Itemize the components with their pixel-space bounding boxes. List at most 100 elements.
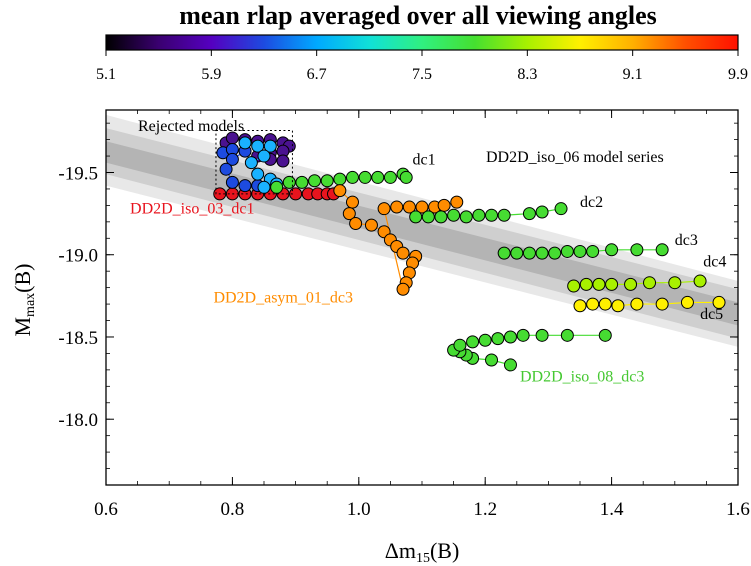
data-point <box>472 208 486 222</box>
data-point <box>450 195 464 209</box>
annotation-dc5: dc5 <box>700 306 723 323</box>
series-dc3 <box>497 243 669 260</box>
data-point <box>598 297 612 311</box>
colorbar-tick-label: 6.7 <box>307 66 327 83</box>
band-inner-band <box>106 141 738 326</box>
data-point <box>516 328 530 342</box>
data-point <box>434 210 448 224</box>
data-point <box>251 139 265 153</box>
data-point <box>510 246 524 260</box>
data-point <box>345 170 359 184</box>
data-point <box>257 149 271 163</box>
series-dc1 <box>270 167 413 194</box>
annotation-dc3: dc3 <box>675 232 698 249</box>
data-point <box>345 195 359 209</box>
data-point <box>415 200 429 214</box>
x-tick-label: 0.6 <box>94 499 118 520</box>
data-point <box>244 156 258 170</box>
series-label: DD2D_iso_06 model series <box>486 149 664 166</box>
x-tick-label: 1.2 <box>473 499 497 520</box>
data-point <box>605 243 619 257</box>
rejected-models-label: Rejected models <box>138 118 244 135</box>
y-tick-label: -18.0 <box>58 410 98 431</box>
data-point <box>598 328 612 342</box>
data-point <box>396 246 410 260</box>
data-point <box>459 210 473 224</box>
data-point <box>447 208 461 222</box>
data-point <box>693 274 707 288</box>
data-point <box>349 216 363 230</box>
y-axis-ticks: -19.5 -19.0 -18.5 -18.0 <box>58 122 738 486</box>
data-point <box>421 210 435 224</box>
colorbar-tick-label: 9.1 <box>623 66 643 83</box>
data-point <box>522 207 536 221</box>
data-point <box>377 202 391 216</box>
data-point <box>630 297 644 311</box>
data-point <box>535 205 549 219</box>
data-point <box>655 243 669 257</box>
data-point <box>238 136 252 150</box>
data-point <box>251 167 265 181</box>
data-point <box>680 295 694 309</box>
data-point <box>567 279 581 293</box>
data-point <box>560 244 574 258</box>
data-point <box>611 299 625 313</box>
data-series <box>213 131 726 372</box>
series-dc2 <box>409 202 568 224</box>
data-point <box>491 332 505 346</box>
data-point <box>573 299 587 313</box>
data-point <box>592 277 606 291</box>
data-point <box>548 246 562 260</box>
data-point <box>497 246 511 260</box>
data-point <box>295 175 309 189</box>
x-axis-ticks: 0.6 0.8 1.0 1.2 1.4 1.6 <box>94 110 750 520</box>
annotation-dc2: dc2 <box>580 194 603 211</box>
y-axis-label: Mmax(B) <box>10 264 38 337</box>
data-point <box>437 198 451 212</box>
data-point <box>573 244 587 258</box>
data-point <box>497 208 511 222</box>
data-point <box>554 202 568 216</box>
data-point <box>383 170 397 184</box>
data-point <box>503 330 517 344</box>
data-point <box>390 200 404 214</box>
data-point <box>478 333 492 347</box>
data-point <box>655 297 669 311</box>
data-point <box>522 246 536 260</box>
data-point <box>485 353 499 367</box>
annotation-dd2d-iso-03-dc1: DD2D_iso_03_dc1 <box>130 201 254 218</box>
data-point <box>333 172 347 186</box>
data-point <box>586 297 600 311</box>
data-point <box>402 200 416 214</box>
data-point <box>396 282 410 296</box>
colorbar <box>105 34 739 51</box>
series-dc4 <box>567 274 707 293</box>
colorbar-title: mean rlap averaged over all viewing angl… <box>179 1 657 30</box>
data-point <box>238 179 252 193</box>
x-tick-label: 1.6 <box>726 499 750 520</box>
y-tick-label: -19.0 <box>58 246 98 267</box>
data-point <box>320 174 334 188</box>
data-point <box>225 175 239 189</box>
rejected-models-box <box>215 130 293 195</box>
data-point <box>219 162 233 176</box>
x-tick-label: 1.4 <box>600 499 624 520</box>
data-point <box>624 277 638 291</box>
annotation-dd2d-iso-08-dc3: DD2D_iso_08_dc3 <box>520 368 644 385</box>
data-point <box>263 139 277 153</box>
colorbar-tick-label: 5.9 <box>201 66 221 83</box>
data-point <box>503 358 517 372</box>
data-point <box>579 277 593 291</box>
data-point <box>333 184 347 198</box>
data-point <box>643 276 657 290</box>
data-point <box>668 276 682 290</box>
colorbar-tick-label: 8.3 <box>517 66 537 83</box>
data-point <box>605 277 619 291</box>
data-point <box>364 218 378 232</box>
data-point <box>560 328 574 342</box>
data-point <box>371 170 385 184</box>
y-tick-label: -18.5 <box>58 328 98 349</box>
data-point <box>399 170 413 184</box>
data-point <box>712 295 726 309</box>
